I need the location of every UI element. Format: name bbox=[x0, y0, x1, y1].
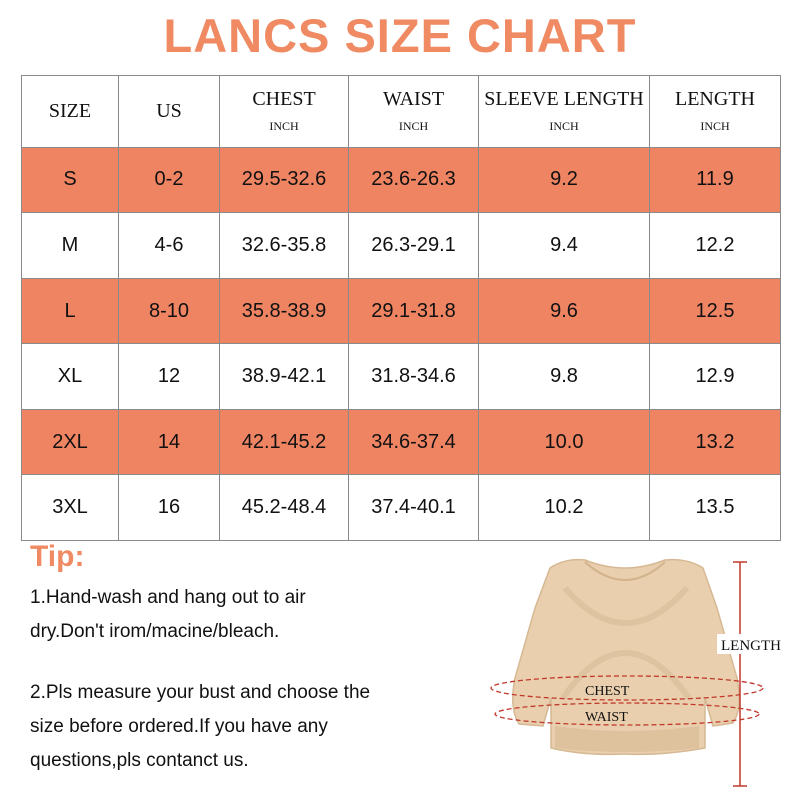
cell-us: 16 bbox=[118, 474, 220, 541]
chest-label: CHEST bbox=[585, 684, 630, 699]
cell-chest: 32.6-35.8 bbox=[219, 212, 349, 279]
table-row: 2XL 14 42.1-45.2 34.6-37.4 10.0 13.2 bbox=[21, 408, 781, 476]
cell-chest: 45.2-48.4 bbox=[219, 474, 349, 541]
cell-length: 12.9 bbox=[649, 343, 781, 410]
table-row: XL 12 38.9-42.1 31.8-34.6 9.8 12.9 bbox=[21, 343, 781, 410]
cell-chest: 38.9-42.1 bbox=[219, 343, 349, 410]
length-label: LENGTH bbox=[721, 638, 781, 654]
header-us: US bbox=[118, 75, 220, 148]
cell-waist: 37.4-40.1 bbox=[348, 474, 479, 541]
cell-length: 13.2 bbox=[649, 408, 781, 476]
cell-size: S bbox=[21, 146, 119, 214]
cell-us: 0-2 bbox=[118, 146, 220, 214]
table-row: S 0-2 29.5-32.6 23.6-26.3 9.2 11.9 bbox=[21, 146, 781, 214]
cell-length: 12.5 bbox=[649, 277, 781, 345]
waist-label: WAIST bbox=[585, 710, 628, 725]
cell-us: 14 bbox=[118, 408, 220, 476]
cell-size: XL bbox=[21, 343, 119, 410]
tip-2-line-3: questions,pls contanct us. bbox=[30, 750, 249, 771]
chest-measure-ellipse bbox=[490, 675, 764, 701]
cell-size: M bbox=[21, 212, 119, 279]
table-row: 3XL 16 45.2-48.4 37.4-40.1 10.2 13.5 bbox=[21, 474, 781, 541]
cell-sleeve-length: 9.4 bbox=[478, 212, 650, 279]
cell-sleeve-length: 10.2 bbox=[478, 474, 650, 541]
size-chart-table: SIZE US CHEST INCH WAIST INCH SLEEVE LEN… bbox=[21, 75, 781, 541]
cell-us: 4-6 bbox=[118, 212, 220, 279]
garment-measurement-figure: LENGTH CHEST WAIST bbox=[490, 558, 783, 787]
tip-1-line-1: 1.Hand-wash and hang out to air bbox=[30, 587, 306, 608]
cell-length: 12.2 bbox=[649, 212, 781, 279]
length-measure-line bbox=[717, 561, 783, 787]
cell-chest: 42.1-45.2 bbox=[219, 408, 349, 476]
cell-us: 12 bbox=[118, 343, 220, 410]
table-row: L 8-10 35.8-38.9 29.1-31.8 9.6 12.5 bbox=[21, 277, 781, 345]
tip-heading: Tip: bbox=[30, 540, 85, 573]
cell-size: L bbox=[21, 277, 119, 345]
header-chest: CHEST INCH bbox=[219, 75, 349, 148]
tip-2-line-2: size before ordered.If you have any bbox=[30, 716, 328, 737]
cell-chest: 35.8-38.9 bbox=[219, 277, 349, 345]
table-row: M 4-6 32.6-35.8 26.3-29.1 9.4 12.2 bbox=[21, 212, 781, 279]
header-length: LENGTH INCH bbox=[649, 75, 781, 148]
garment-illustration bbox=[512, 558, 740, 756]
cell-waist: 29.1-31.8 bbox=[348, 277, 479, 345]
cell-length: 13.5 bbox=[649, 474, 781, 541]
cell-sleeve-length: 10.0 bbox=[478, 408, 650, 476]
header-sleeve-length: SLEEVE LENGTH INCH bbox=[478, 75, 650, 148]
cell-length: 11.9 bbox=[649, 146, 781, 214]
tip-1-line-2: dry.Don't irom/macine/bleach. bbox=[30, 621, 280, 642]
cell-chest: 29.5-32.6 bbox=[219, 146, 349, 214]
waist-measure-ellipse bbox=[494, 702, 760, 726]
cell-waist: 34.6-37.4 bbox=[348, 408, 479, 476]
header-waist: WAIST INCH bbox=[348, 75, 479, 148]
cell-waist: 26.3-29.1 bbox=[348, 212, 479, 279]
page-title: LANCS SIZE CHART bbox=[163, 9, 637, 62]
cell-us: 8-10 bbox=[118, 277, 220, 345]
cell-sleeve-length: 9.8 bbox=[478, 343, 650, 410]
cell-waist: 23.6-26.3 bbox=[348, 146, 479, 214]
table-header-row: SIZE US CHEST INCH WAIST INCH SLEEVE LEN… bbox=[21, 75, 781, 148]
cell-size: 3XL bbox=[21, 474, 119, 541]
cell-waist: 31.8-34.6 bbox=[348, 343, 479, 410]
cell-size: 2XL bbox=[21, 408, 119, 476]
header-size: SIZE bbox=[21, 75, 119, 148]
cell-sleeve-length: 9.6 bbox=[478, 277, 650, 345]
tip-2-line-1: 2.Pls measure your bust and choose the bbox=[30, 682, 371, 703]
cell-sleeve-length: 9.2 bbox=[478, 146, 650, 214]
